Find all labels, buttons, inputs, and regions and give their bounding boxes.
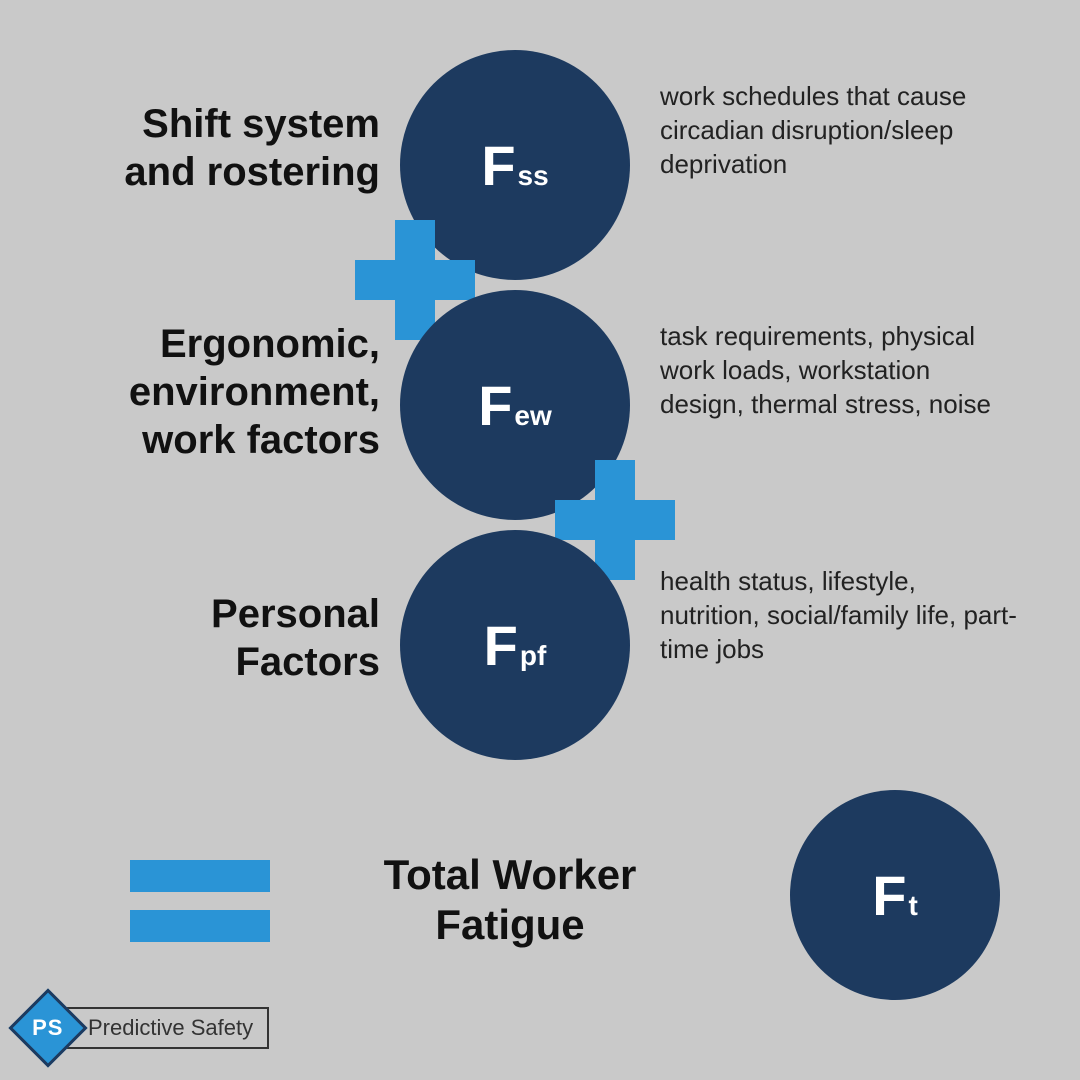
heading-line: Shift system xyxy=(40,100,380,148)
symbol-sub: pf xyxy=(520,640,546,672)
factor-2-heading: Ergonomic, environment, work factors xyxy=(40,320,380,464)
heading-line: work factors xyxy=(40,416,380,464)
factor-3-desc: health status, lifestyle, nutrition, soc… xyxy=(660,565,1020,666)
brand-logo: PS Predictive Safety xyxy=(20,1000,269,1056)
heading-line: Factors xyxy=(40,638,380,686)
heading-line: Personal xyxy=(40,590,380,638)
symbol-sub: ew xyxy=(514,400,551,432)
equals-icon xyxy=(130,860,270,960)
logo-initials: PS xyxy=(32,1015,63,1041)
factor-2-desc: task requirements, physical work loads, … xyxy=(660,320,1020,421)
factor-1-symbol: F ss xyxy=(481,133,548,198)
result-label: Total Worker Fatigue xyxy=(330,850,690,951)
factor-3-circle: F pf xyxy=(400,530,630,760)
symbol-sub: t xyxy=(908,890,917,922)
logo-text: Predictive Safety xyxy=(66,1007,269,1049)
symbol-sub: ss xyxy=(518,160,549,192)
factor-1-desc: work schedules that cause circadian disr… xyxy=(660,80,1000,181)
symbol-main: F xyxy=(484,613,518,678)
factor-3-heading: Personal Factors xyxy=(40,590,380,686)
factor-3-symbol: F pf xyxy=(484,613,547,678)
symbol-main: F xyxy=(481,133,515,198)
symbol-main: F xyxy=(872,863,906,928)
symbol-main: F xyxy=(478,373,512,438)
factor-2-symbol: F ew xyxy=(478,373,552,438)
factor-1-heading: Shift system and rostering xyxy=(40,100,380,196)
heading-line: environment, xyxy=(40,368,380,416)
heading-line: and rostering xyxy=(40,148,380,196)
heading-line: Ergonomic, xyxy=(40,320,380,368)
result-line: Total Worker xyxy=(330,850,690,900)
logo-diamond-icon: PS xyxy=(8,988,87,1067)
result-symbol: F t xyxy=(872,863,918,928)
result-line: Fatigue xyxy=(330,900,690,950)
result-circle: F t xyxy=(790,790,1000,1000)
